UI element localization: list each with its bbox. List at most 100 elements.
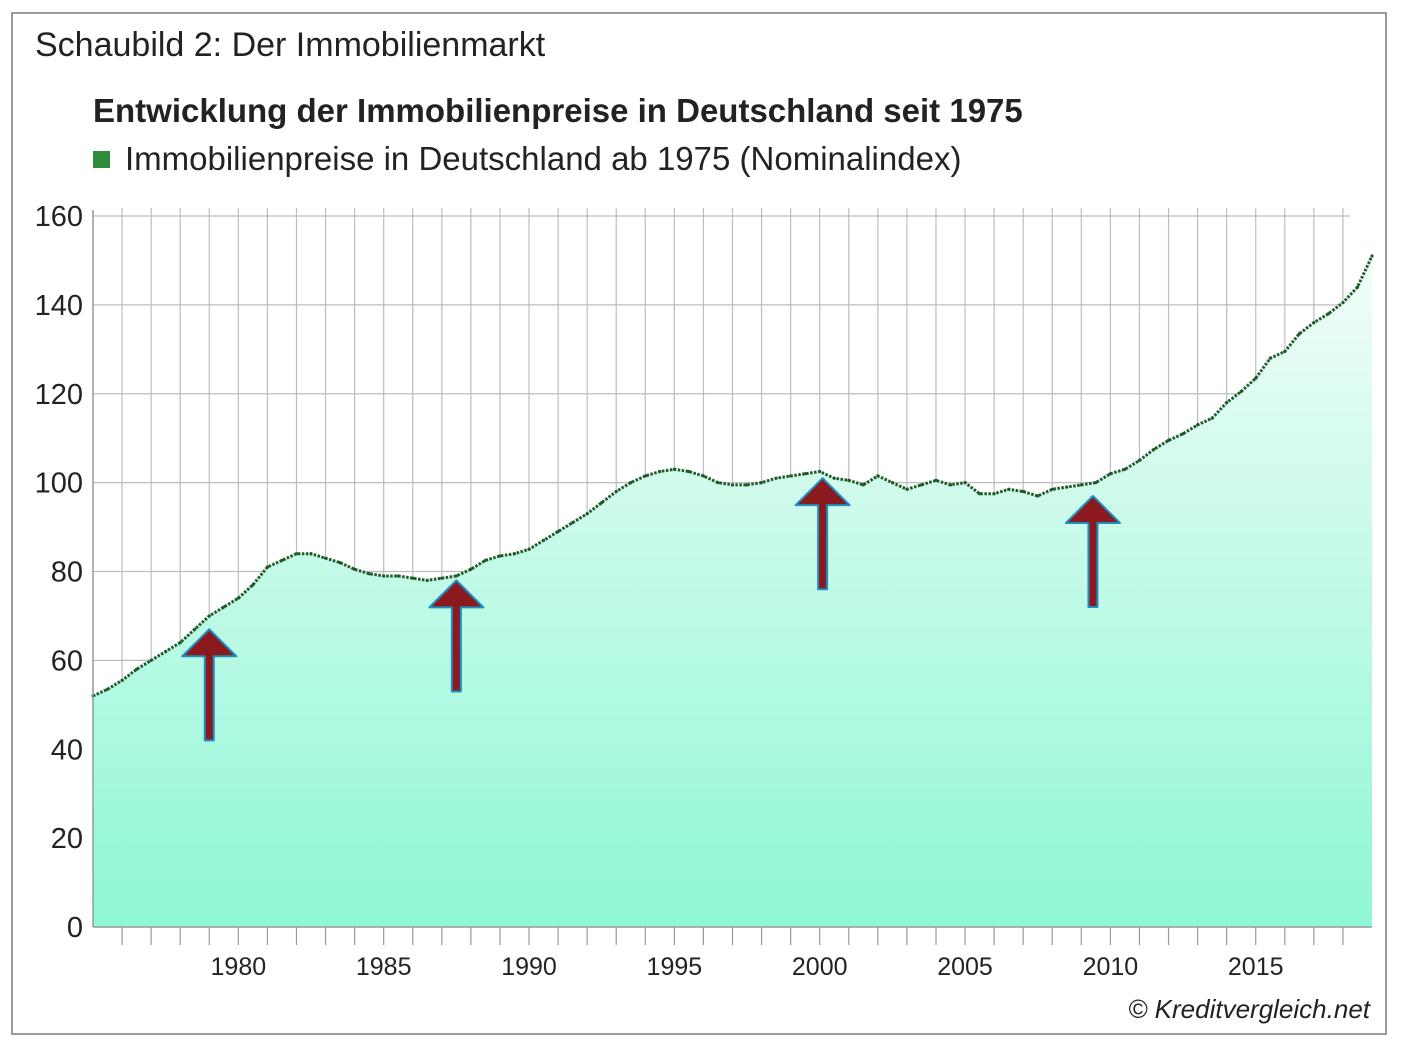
x-tick-label: 2010 <box>1083 953 1139 981</box>
data-point <box>1283 349 1287 354</box>
legend: Immobilienpreise in Deutschland ab 1975 … <box>93 140 961 178</box>
data-point <box>527 547 531 551</box>
data-point <box>1239 389 1243 394</box>
x-tick-label: 2005 <box>937 953 993 981</box>
data-point <box>280 558 284 562</box>
y-tick-label: 20 <box>51 823 83 855</box>
data-point <box>977 492 982 496</box>
x-tick-label: 1980 <box>211 953 267 981</box>
data-point <box>1341 301 1345 305</box>
x-tick-label: 1985 <box>356 953 412 981</box>
up-arrow <box>1064 494 1121 609</box>
up-arrow <box>794 477 851 591</box>
data-point <box>687 469 691 474</box>
x-tick-label: 1990 <box>501 953 557 981</box>
x-tick-label: 1995 <box>647 953 703 981</box>
data-point <box>890 481 894 485</box>
data-point <box>571 521 575 525</box>
data-point <box>469 567 473 571</box>
data-point <box>105 687 110 691</box>
data-point <box>1152 447 1156 451</box>
y-tick-label: 40 <box>51 734 83 766</box>
y-tick-labels: 0 20 40 60 80 100 120 140 160 <box>35 201 83 944</box>
data-point <box>1181 432 1185 436</box>
data-point <box>1355 285 1360 289</box>
data-point <box>1195 423 1200 427</box>
data-point <box>193 627 197 631</box>
data-point <box>600 501 604 505</box>
arrow-annotations <box>181 477 1121 742</box>
data-point <box>948 483 953 487</box>
data-point <box>1225 401 1229 405</box>
data-point <box>934 478 938 482</box>
up-arrow <box>428 579 485 693</box>
data-point <box>963 481 967 485</box>
x-tick-labels: 1980 1985 1990 1995 2000 2005 2010 2015 <box>211 953 1284 981</box>
y-tick-label: 160 <box>35 201 83 233</box>
data-point <box>789 474 793 478</box>
data-point <box>818 469 822 474</box>
data-point <box>323 556 328 560</box>
data-point <box>512 552 517 556</box>
data-point <box>658 469 662 474</box>
data-point <box>396 574 400 578</box>
data-point <box>585 512 589 516</box>
data-point <box>701 474 706 478</box>
data-point <box>498 554 502 558</box>
y-tick-label: 80 <box>51 557 83 589</box>
data-point <box>992 492 996 496</box>
data-point <box>832 476 836 480</box>
legend-swatch <box>93 150 110 168</box>
x-tick-label: 2000 <box>792 953 848 981</box>
data-point <box>425 578 429 582</box>
y-tick-label: 120 <box>35 379 83 411</box>
data-point <box>178 641 182 645</box>
data-point <box>236 596 240 600</box>
data-point <box>1166 438 1171 443</box>
data-point <box>1007 487 1011 491</box>
data-point <box>1312 321 1316 325</box>
data-point <box>440 576 444 580</box>
data-point <box>1210 416 1214 420</box>
data-point <box>309 552 313 556</box>
data-point <box>454 574 458 578</box>
data-point <box>629 481 633 485</box>
data-point <box>382 574 386 578</box>
data-point <box>1123 467 1127 471</box>
y-tick-label: 60 <box>51 645 83 677</box>
data-point <box>803 472 807 476</box>
data-point <box>1036 494 1040 498</box>
data-point <box>353 567 357 571</box>
x-tick-label: 2015 <box>1228 953 1284 981</box>
area-path <box>93 255 1372 928</box>
data-point <box>1268 356 1272 360</box>
data-point <box>1297 332 1301 336</box>
credit-text: © Kreditvergleich.net <box>1128 994 1370 1024</box>
data-point <box>265 565 270 569</box>
data-point <box>847 478 851 482</box>
data-point <box>759 481 764 485</box>
data-point <box>222 605 226 609</box>
data-point <box>745 483 749 487</box>
data-point <box>876 474 880 478</box>
data-point <box>861 483 865 487</box>
figure-caption: Schaubild 2: Der Immobilienmarkt <box>35 26 546 64</box>
y-tick-label: 140 <box>35 290 83 322</box>
data-point <box>1254 376 1258 380</box>
data-point <box>1094 481 1098 485</box>
data-point <box>367 572 371 576</box>
data-point <box>149 658 153 662</box>
data-point <box>135 667 139 671</box>
data-point <box>294 552 299 556</box>
data-point <box>643 474 647 478</box>
y-tick-label: 0 <box>67 912 83 944</box>
data-point <box>483 558 488 562</box>
data-point <box>672 467 676 471</box>
data-point <box>730 483 735 487</box>
area-fill <box>93 255 1372 928</box>
axes <box>92 210 1372 945</box>
data-point <box>120 678 124 682</box>
data-point <box>1326 312 1330 316</box>
data-point <box>164 649 168 654</box>
